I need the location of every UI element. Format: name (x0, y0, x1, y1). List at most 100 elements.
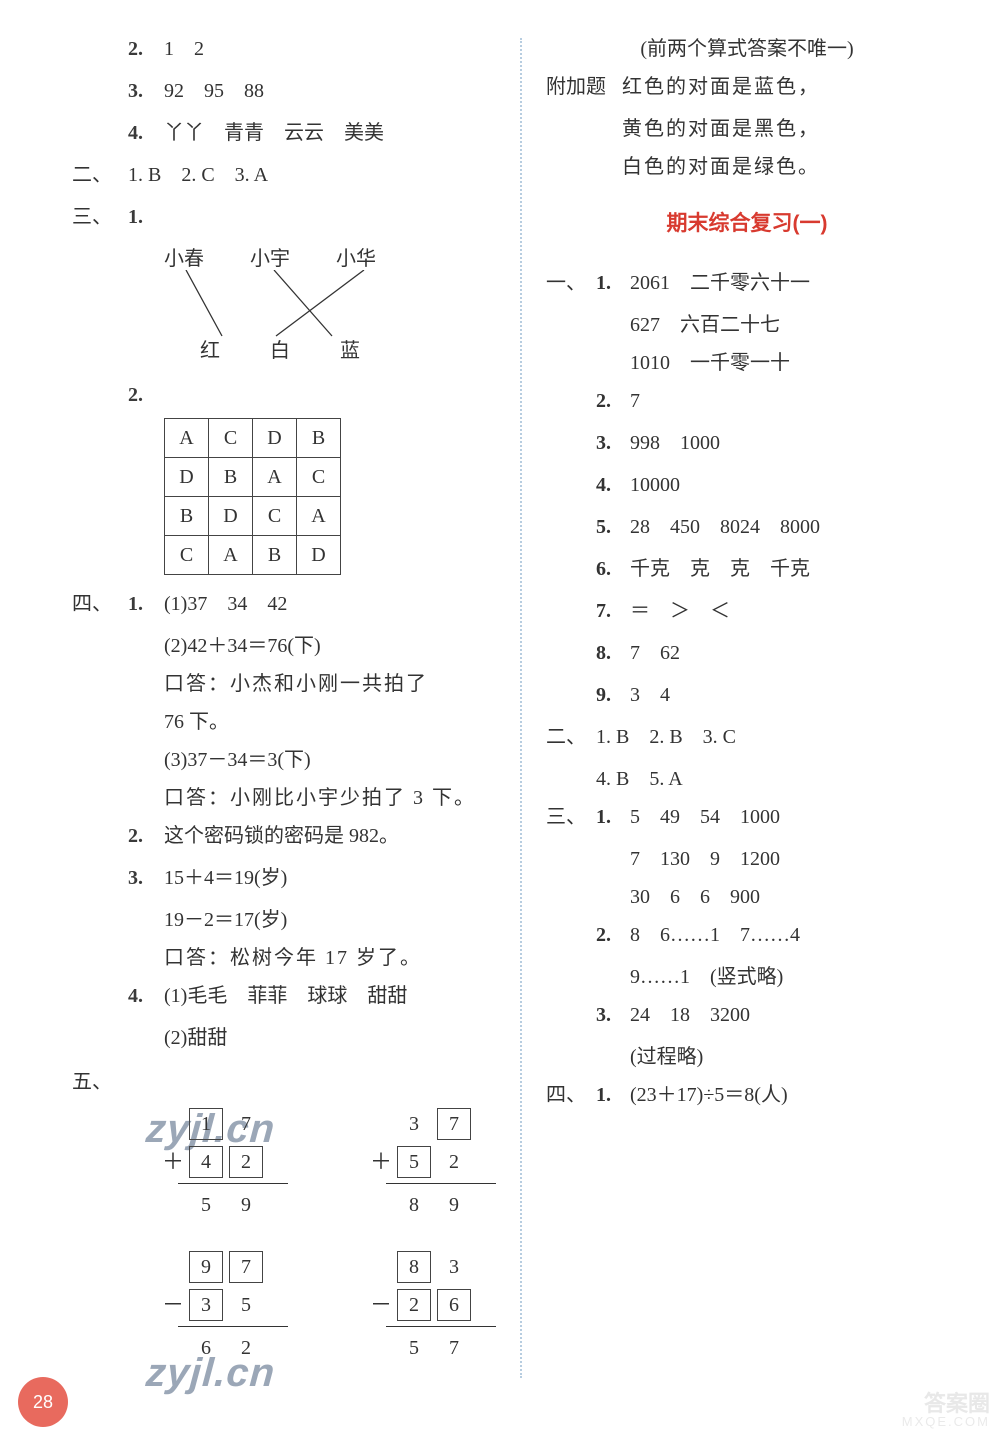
item-num: 3. (596, 424, 630, 462)
grid-cell: B (297, 419, 341, 458)
page-number-badge: 28 (18, 1377, 68, 1427)
item-text: 1. B 2. B 3. C (596, 718, 948, 756)
item-num: 9. (596, 676, 630, 714)
digit: 3 (189, 1289, 223, 1321)
digit: 8 (397, 1189, 431, 1221)
item-text: 3 4 (630, 676, 948, 714)
item-text: (23＋17)÷5＝8(人) (630, 1076, 948, 1114)
item-text: (过程略) (546, 1038, 948, 1076)
digit: 6 (437, 1289, 471, 1321)
section-4-q1: 四、 1. (1)37 34 42 (72, 585, 496, 623)
item-text: (1)37 34 42 (164, 585, 496, 623)
digit: 2 (229, 1332, 263, 1364)
digit: 2 (397, 1289, 431, 1321)
bonus-line: 红色的对面是蓝色， (622, 68, 948, 106)
item-text: 5 49 54 1000 (630, 798, 948, 836)
item-text: 10000 (630, 466, 948, 504)
item-text: (2)42＋34＝76(下) (72, 627, 496, 665)
digit: 5 (397, 1146, 431, 1178)
corner-watermark: 答案圈 MXQE.COM (870, 1393, 990, 1443)
item: 3. 92 95 88 (72, 72, 496, 110)
digit: 9 (189, 1251, 223, 1283)
section-2: 二、 1. B 2. C 3. A (72, 156, 496, 194)
bonus-question: 附加题 红色的对面是蓝色， (546, 68, 948, 106)
section-4-q3: 3. 15＋4＝19(岁) (72, 859, 496, 897)
item-text: 2061 二千零六十一 (630, 264, 948, 302)
digit: 6 (189, 1332, 223, 1364)
digit: 7 (229, 1251, 263, 1283)
section-4-q2: 2. 这个密码锁的密码是 982。 (72, 817, 496, 855)
digit: 5 (397, 1332, 431, 1364)
section-title: 期末综合复习(一) (546, 204, 948, 244)
arithmetic-block: 97 －35 62 (160, 1248, 288, 1367)
note-text: (前两个算式答案不唯一) (546, 30, 948, 68)
s3-q1: 三、 1. 5 49 54 1000 (546, 798, 948, 836)
digit: 7 (437, 1108, 471, 1140)
section-5: 五、 (72, 1063, 496, 1101)
operator: ＋ (368, 1141, 394, 1183)
page: 2. 1 2 3. 92 95 88 4. 丫丫 青青 云云 美美 二、 1. … (0, 0, 1000, 1453)
item-text: 19－2＝17(岁) (72, 901, 496, 939)
bonus-label: 附加题 (546, 68, 622, 106)
section-label: 三、 (72, 198, 128, 236)
section-label: 五、 (72, 1063, 128, 1101)
item-text: (3)37－34＝3(下) (72, 741, 496, 779)
grid-cell: C (297, 458, 341, 497)
item-text: 口答：松树今年 17 岁了。 (72, 939, 496, 977)
item-num: 2. (128, 376, 164, 414)
item-num: 3. (596, 996, 630, 1034)
grid-cell: D (209, 497, 253, 536)
grid-cell: B (209, 458, 253, 497)
operator: ＋ (160, 1141, 186, 1183)
grid-cell: C (253, 497, 297, 536)
item-num: 5. (596, 508, 630, 546)
digit: 5 (229, 1289, 263, 1321)
digit: 4 (189, 1146, 223, 1178)
item-text: 9……1 (竖式略) (546, 958, 948, 996)
grid-cell: C (209, 419, 253, 458)
digit: 9 (229, 1189, 263, 1221)
item-num: 8. (596, 634, 630, 672)
item-text: 15＋4＝19(岁) (164, 859, 496, 897)
item: 2. 1 2 (72, 30, 496, 68)
digit: 2 (437, 1146, 471, 1178)
arithmetic-block: 83 －26 57 (368, 1248, 496, 1367)
diagram-label: 白 (270, 332, 290, 370)
item-num: 6. (596, 550, 630, 588)
digit: 8 (397, 1251, 431, 1283)
arithmetic-row-1: zyjl.cn 17 ＋42 59 37 ＋52 89 (160, 1105, 496, 1224)
grid-cell: D (165, 458, 209, 497)
grid-cell: C (165, 536, 209, 575)
item-text: 30 6 6 900 (546, 878, 948, 916)
item-text: 92 95 88 (164, 72, 496, 110)
section-label: 四、 (72, 585, 128, 623)
grid-cell: A (297, 497, 341, 536)
section-content: 1. B 2. C 3. A (128, 156, 496, 194)
item-num: 1. (596, 798, 630, 836)
digit: 3 (397, 1108, 431, 1140)
item-num: 4. (128, 977, 164, 1015)
digit: 7 (437, 1332, 471, 1364)
item-num: 1. (596, 1076, 630, 1114)
section-label: 一、 (546, 264, 596, 302)
item-text: 24 18 3200 (630, 996, 948, 1034)
item-text: 7 130 9 1200 (546, 840, 948, 878)
s4-q1: 四、 1. (23＋17)÷5＝8(人) (546, 1076, 948, 1114)
diagram-label: 红 (200, 332, 220, 370)
grid-cell: D (297, 536, 341, 575)
item-num: 1. (596, 264, 630, 302)
arithmetic-block: 17 ＋42 59 (160, 1105, 288, 1224)
bonus-line: 黄色的对面是黑色， (546, 110, 948, 148)
item-text: (2)甜甜 (72, 1019, 496, 1057)
item-text: 4. B 5. A (546, 760, 948, 798)
item-num: 3. (128, 859, 164, 897)
section-label: 二、 (72, 156, 128, 194)
arithmetic-row-2: 97 －35 62 83 －26 57 zyjl.cn (160, 1248, 496, 1367)
item-text: 这个密码锁的密码是 982。 (164, 817, 496, 855)
section-3-q1: 三、 1. (72, 198, 496, 236)
bonus-line: 白色的对面是绿色。 (546, 148, 948, 186)
item-text: 76 下。 (72, 703, 496, 741)
item-text: (1)毛毛 菲菲 球球 甜甜 (164, 977, 496, 1015)
crossing-diagram: 小春 小宇 小华 红 白 蓝 (164, 240, 496, 370)
item-num: 2. (128, 817, 164, 855)
